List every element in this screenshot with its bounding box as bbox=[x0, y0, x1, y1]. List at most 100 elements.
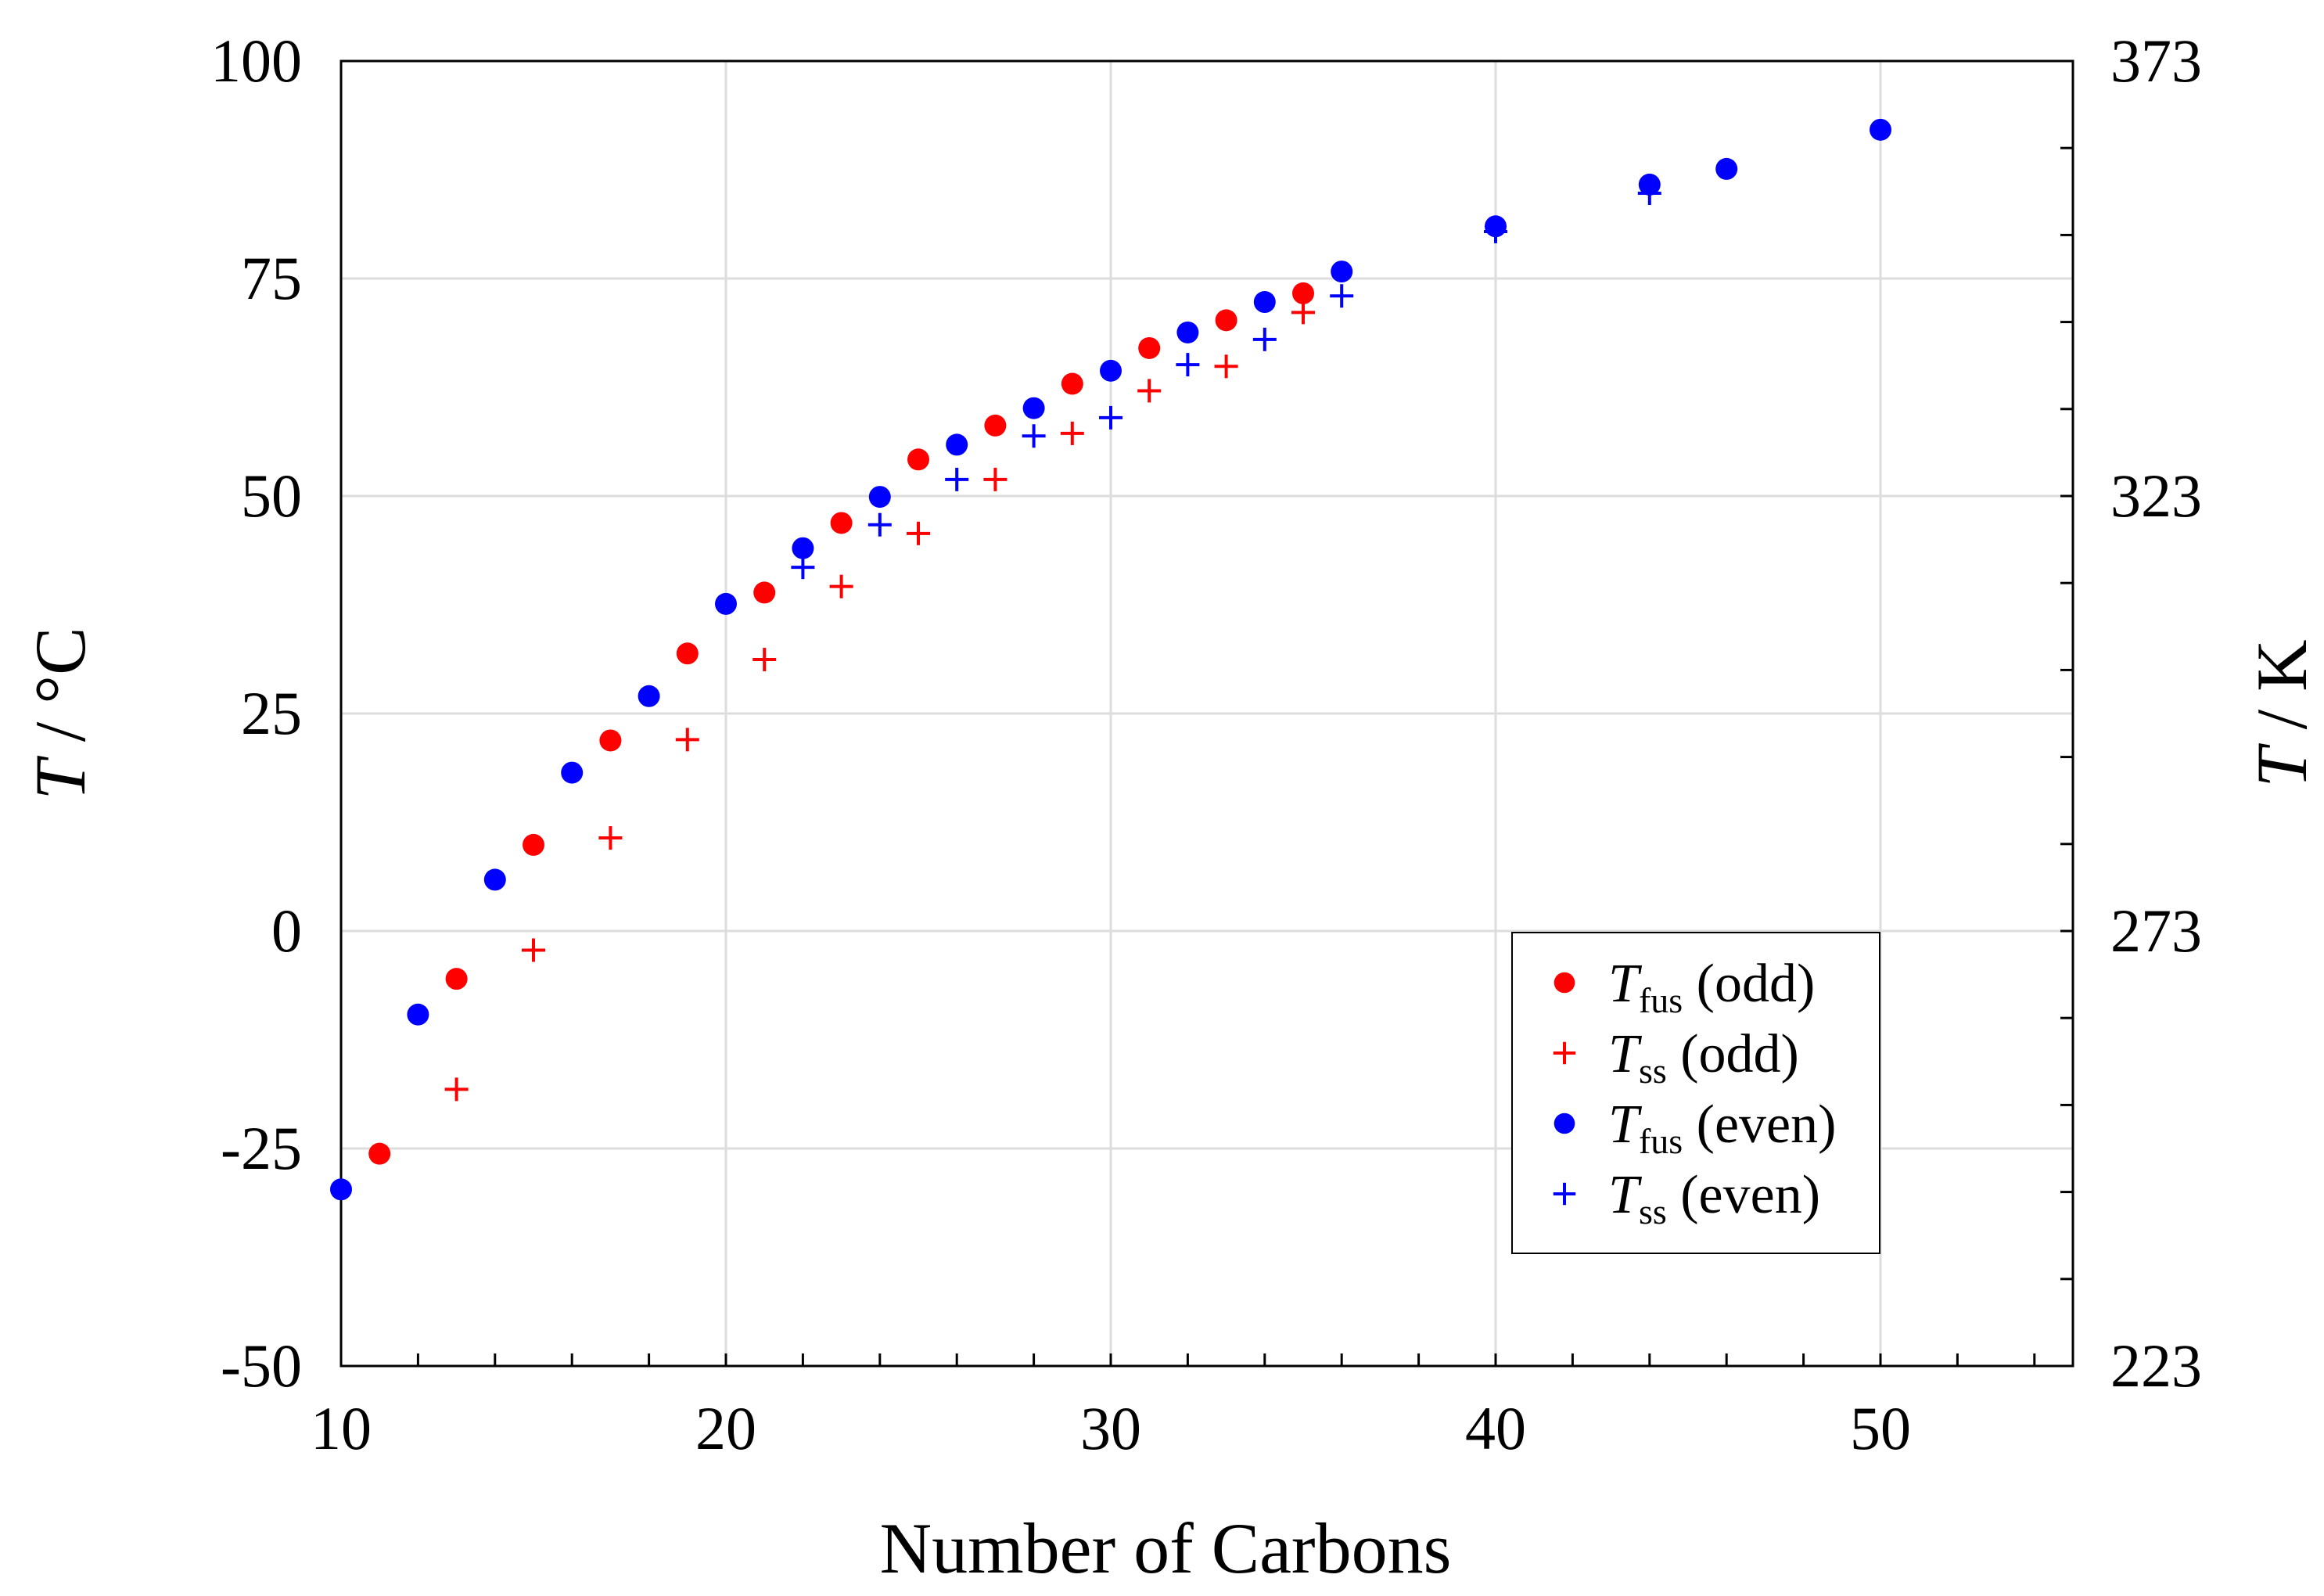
y2-tick-label: 223 bbox=[2110, 1332, 2202, 1400]
y2-tick-label: 373 bbox=[2110, 27, 2202, 95]
point-tfus-odd bbox=[445, 968, 468, 990]
legend-marker-tss-even bbox=[1553, 1182, 1576, 1206]
point-tss-even bbox=[1099, 405, 1122, 430]
point-tss-odd bbox=[1214, 354, 1238, 379]
point-tfus-odd bbox=[1061, 372, 1083, 395]
legend: Tfus (odd)Tss (odd)Tfus (even)Tss (even) bbox=[1511, 932, 1880, 1254]
legend-label-tfus-even: Tfus (even) bbox=[1608, 1095, 1836, 1161]
point-tfus-even bbox=[1715, 157, 1738, 180]
y-tick-label: 25 bbox=[241, 679, 302, 747]
y-tick-label: 100 bbox=[210, 27, 302, 95]
point-tss-even bbox=[867, 512, 892, 537]
point-tss-odd bbox=[598, 826, 623, 850]
legend-marker-tfus-odd bbox=[1554, 972, 1575, 994]
point-tfus-even bbox=[1331, 261, 1353, 283]
point-tss-even bbox=[1022, 424, 1046, 448]
legend-suffix: (odd) bbox=[1667, 1024, 1799, 1084]
point-tss-even bbox=[945, 467, 969, 491]
legend-marker-tfus-even bbox=[1554, 1113, 1575, 1134]
point-tfus-even bbox=[1022, 397, 1045, 419]
legend-subscript: fus bbox=[1639, 980, 1683, 1020]
point-tfus-odd bbox=[1292, 282, 1314, 304]
y-tick-label: -50 bbox=[221, 1332, 302, 1400]
legend-symbol: T bbox=[1608, 1024, 1643, 1084]
point-tfus-even bbox=[407, 1003, 429, 1026]
grid-lines bbox=[341, 61, 2073, 1366]
legend-subscript: ss bbox=[1639, 1051, 1667, 1091]
legend-symbol: T bbox=[1608, 1095, 1643, 1155]
legend-suffix: (even) bbox=[1667, 1165, 1820, 1225]
x-tick-label: 10 bbox=[311, 1394, 372, 1462]
point-tfus-even bbox=[792, 537, 814, 559]
y-tick-label: 50 bbox=[241, 462, 302, 530]
legend-subscript: ss bbox=[1639, 1192, 1667, 1231]
point-tss-odd bbox=[1291, 300, 1315, 325]
y2-axis-title-symbol: T bbox=[2242, 743, 2322, 788]
plot-frame bbox=[339, 59, 2074, 1368]
x-axis-title: Number of Carbons bbox=[880, 1508, 1452, 1588]
point-tss-odd bbox=[1060, 421, 1084, 445]
point-tfus-odd bbox=[753, 581, 776, 604]
point-tss-odd bbox=[522, 938, 545, 962]
point-tfus-even bbox=[1870, 118, 1891, 141]
point-tfus-even bbox=[1485, 215, 1507, 238]
y-tick-label: 75 bbox=[241, 244, 302, 312]
point-tfus-odd bbox=[1138, 336, 1161, 359]
y2-axis-title: T / K bbox=[2242, 639, 2322, 787]
legend-subscript: fus bbox=[1639, 1121, 1683, 1161]
point-tss-even bbox=[1330, 284, 1354, 308]
y2-axis-title-unit: / K bbox=[2242, 639, 2322, 747]
minor-ticks bbox=[416, 146, 2073, 1366]
y-tick-label: -25 bbox=[221, 1114, 302, 1182]
point-tfus-odd bbox=[830, 512, 853, 534]
point-tss-even bbox=[1252, 327, 1277, 351]
y-axis-title-unit: / °C bbox=[20, 627, 100, 760]
x-tick-label: 30 bbox=[1080, 1394, 1141, 1462]
point-tfus-odd bbox=[523, 833, 544, 856]
point-tfus-even bbox=[561, 761, 584, 784]
point-tfus-even bbox=[1253, 291, 1276, 314]
legend-symbol: T bbox=[1608, 1165, 1643, 1225]
data-points bbox=[330, 118, 1891, 1201]
point-tfus-even bbox=[946, 433, 968, 456]
legend-label-tfus-odd: Tfus (odd) bbox=[1608, 954, 1815, 1020]
x-tick-label: 40 bbox=[1465, 1394, 1526, 1462]
legend-suffix: (even) bbox=[1683, 1095, 1836, 1155]
x-tick-label: 20 bbox=[695, 1394, 756, 1462]
x-tick-label: 50 bbox=[1850, 1394, 1911, 1462]
tick-labels: 10 20 30 40 50 -50 -25 0 25 50 75 100 223 273 323 373 bbox=[210, 27, 2202, 1462]
point-tfus-even bbox=[1176, 321, 1199, 343]
y-axis-title: T / °C bbox=[20, 627, 100, 800]
point-tss-odd bbox=[675, 728, 699, 752]
point-tss-even bbox=[791, 555, 815, 580]
legend-marker-tss-odd bbox=[1553, 1041, 1576, 1065]
point-tfus-odd bbox=[984, 414, 1007, 437]
y-tick-label: 0 bbox=[271, 897, 302, 965]
point-tfus-even bbox=[483, 868, 506, 891]
point-tss-even bbox=[1176, 353, 1200, 377]
point-tfus-odd bbox=[599, 729, 622, 752]
point-tfus-even bbox=[715, 592, 737, 615]
point-tss-odd bbox=[983, 467, 1008, 491]
point-tss-odd bbox=[444, 1077, 469, 1102]
legend-label-tss-even: Tss (even) bbox=[1608, 1165, 1820, 1231]
point-tfus-odd bbox=[368, 1142, 391, 1165]
legend-symbol: T bbox=[1608, 954, 1643, 1014]
point-tss-odd bbox=[907, 521, 930, 545]
point-tfus-odd bbox=[907, 448, 929, 471]
legend-label-tss-odd: Tss (odd) bbox=[1608, 1024, 1799, 1091]
point-tfus-odd bbox=[1215, 309, 1237, 332]
legend-suffix: (odd) bbox=[1683, 954, 1815, 1014]
y2-tick-label: 273 bbox=[2110, 897, 2202, 965]
point-tss-odd bbox=[753, 648, 777, 672]
point-tfus-even bbox=[1100, 359, 1122, 382]
y-axis-title-symbol: T bbox=[20, 755, 100, 800]
point-tfus-odd bbox=[676, 642, 699, 665]
point-tfus-even bbox=[868, 486, 891, 509]
point-tfus-even bbox=[1638, 173, 1661, 196]
point-tfus-even bbox=[638, 685, 660, 707]
point-tss-odd bbox=[1137, 379, 1162, 403]
point-tss-odd bbox=[829, 574, 853, 598]
point-tfus-even bbox=[330, 1178, 352, 1201]
